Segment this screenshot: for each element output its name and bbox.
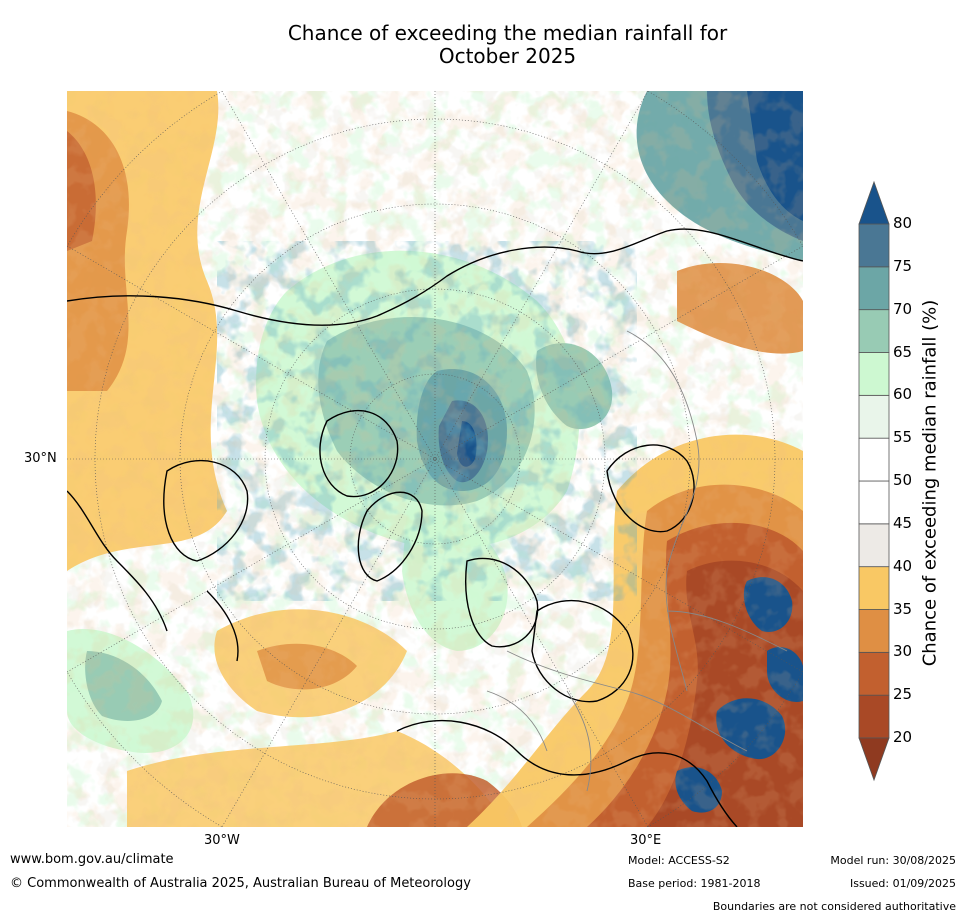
colorbar-tick-label: 45 <box>893 513 913 532</box>
colorbar-band <box>858 694 890 739</box>
colorbar-tick-label: 65 <box>893 342 913 361</box>
footer-model-run: Model run: 30/08/2025 <box>830 854 956 867</box>
colorbar-tick-label: 30 <box>893 642 913 661</box>
colorbar-tick-label: 35 <box>893 599 913 618</box>
colorbar-band <box>858 309 890 353</box>
footer-copyright: © Commonwealth of Australia 2025, Austra… <box>10 876 471 891</box>
colorbar-band <box>858 352 890 396</box>
colorbar-band <box>858 523 890 568</box>
colorbar-band <box>858 566 890 610</box>
country-borders <box>486 330 788 792</box>
colorbar-band <box>858 394 890 439</box>
title-line-2: October 2025 <box>438 44 577 68</box>
graticule <box>67 91 803 827</box>
colorbar <box>858 180 890 782</box>
colorbar-tick-label: 60 <box>893 385 913 404</box>
colorbar-band <box>858 437 890 482</box>
shading-layer <box>67 91 803 827</box>
footer-disclaimer: Boundaries are not considered authoritat… <box>712 900 956 913</box>
colorbar-tick-label: 75 <box>893 256 913 275</box>
longitude-label-30w: 30°W <box>204 833 240 848</box>
colorbar-band <box>858 651 890 696</box>
longitude-label-30e: 30°E <box>630 833 662 848</box>
footer-website: www.bom.gov.au/climate <box>10 852 174 867</box>
colorbar-over-arrow <box>858 180 890 225</box>
colorbar-under-arrow <box>858 737 890 782</box>
footer-issued: Issued: 01/09/2025 <box>849 877 956 890</box>
title-line-1: Chance of exceeding the median rainfall … <box>287 21 728 45</box>
colorbar-tick-label: 70 <box>893 299 913 318</box>
colorbar-band <box>858 609 890 653</box>
colorbar-band <box>858 223 890 268</box>
colorbar-band <box>858 266 890 311</box>
rainfall-outlook-map <box>67 91 803 827</box>
colorbar-tick-label: 40 <box>893 556 913 575</box>
latitude-label-30n: 30°N <box>24 451 57 466</box>
colorbar-band <box>858 480 890 525</box>
colorbar-tick-label: 20 <box>893 728 913 746</box>
colorbar-tick-label: 55 <box>893 428 913 447</box>
colorbar-tick-label: 80 <box>893 214 913 232</box>
coastlines <box>67 228 803 827</box>
footer-model: Model: ACCESS-S2 <box>628 854 730 867</box>
colorbar-tick-label: 25 <box>893 685 913 704</box>
colorbar-tick-label: 50 <box>893 471 913 489</box>
footer-base-period: Base period: 1981-2018 <box>628 877 761 890</box>
map-title: Chance of exceeding the median rainfall … <box>0 22 965 68</box>
